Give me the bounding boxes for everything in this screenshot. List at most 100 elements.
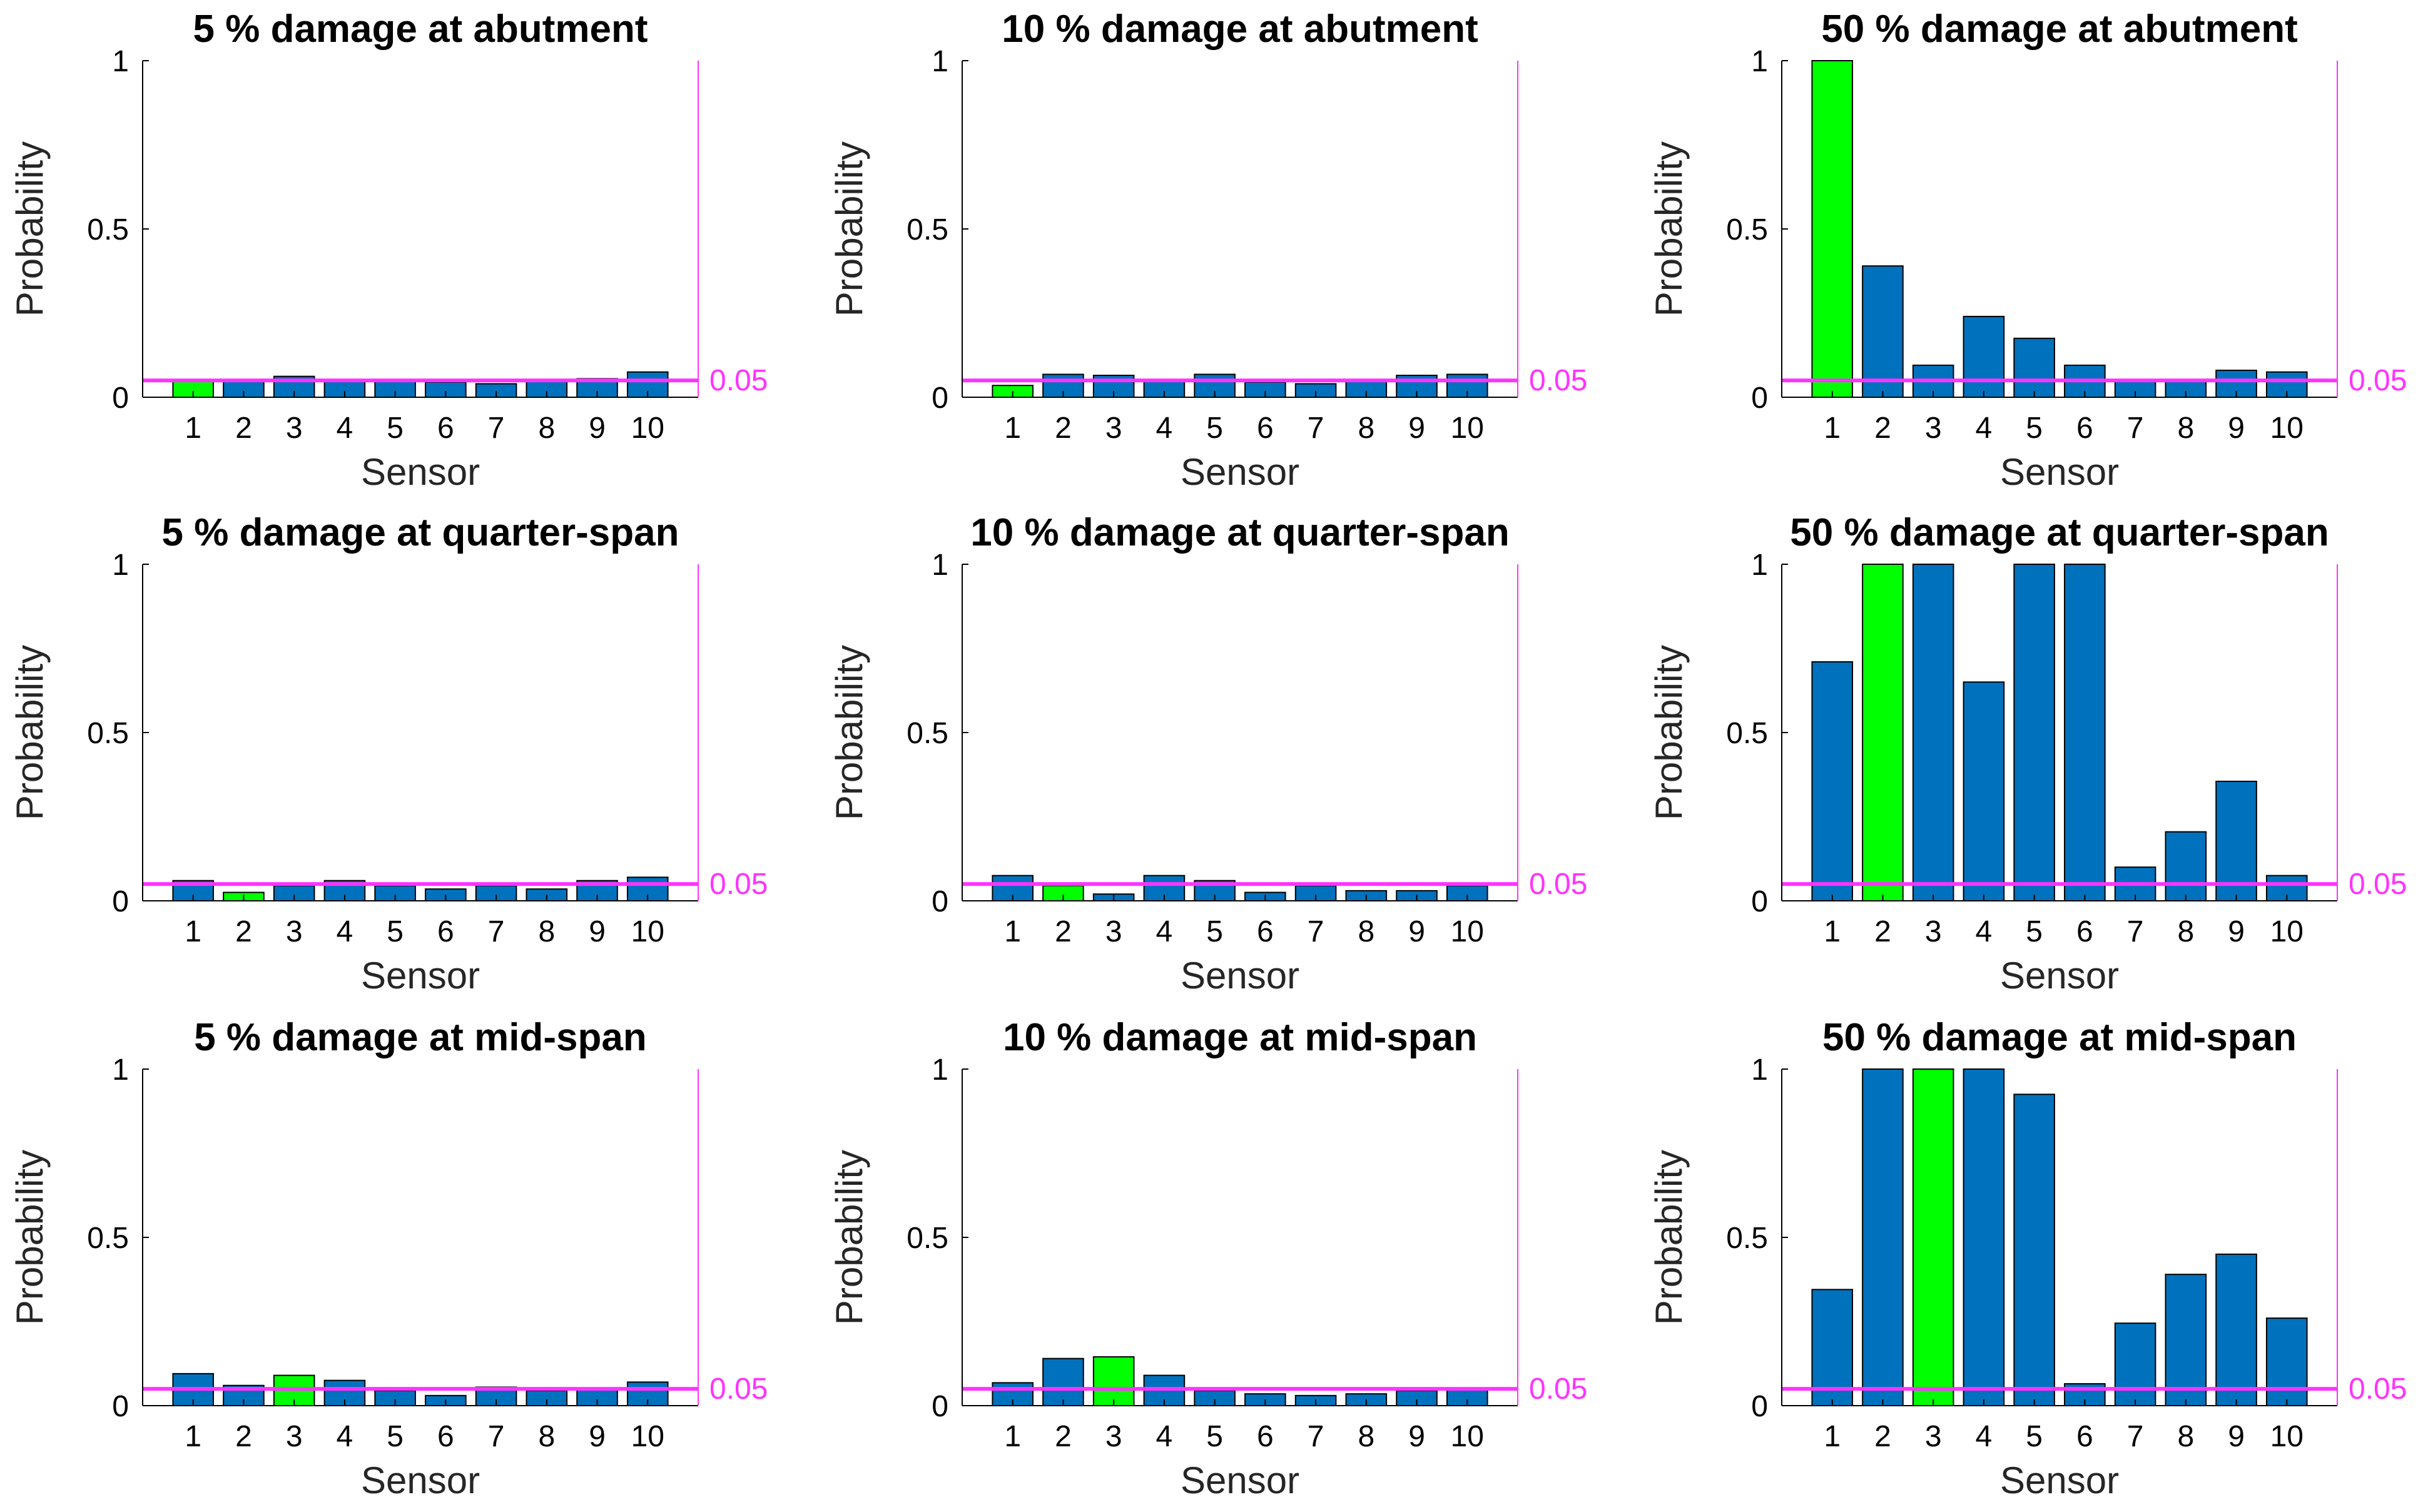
x-tick-label: 5 <box>2026 412 2043 445</box>
x-tick-label: 7 <box>488 412 505 445</box>
x-tick-label: 8 <box>2177 412 2194 445</box>
y-tick-label: 0 <box>932 885 948 918</box>
x-tick-label: 3 <box>286 915 303 948</box>
y-axis-label: Probability <box>9 645 51 820</box>
bar-sensor-5 <box>2014 1094 2055 1406</box>
x-tick-label: 5 <box>387 1420 404 1453</box>
x-tick-label: 1 <box>185 1420 201 1453</box>
x-tick-label: 10 <box>631 915 664 948</box>
y-tick-label: 0.5 <box>907 717 948 750</box>
y-tick-label: 0.5 <box>907 213 948 246</box>
x-tick-label: 3 <box>1925 915 1942 948</box>
x-tick-label: 6 <box>1257 1420 1274 1453</box>
x-tick-label: 8 <box>2177 1420 2194 1453</box>
x-tick-label: 4 <box>1976 412 1993 445</box>
x-tick-label: 8 <box>1358 915 1374 948</box>
x-tick-label: 4 <box>1156 1420 1173 1453</box>
x-tick-label: 4 <box>1976 1420 1993 1453</box>
chart-title: 5 % damage at quarter-span <box>162 511 679 554</box>
x-tick-label: 1 <box>185 915 201 948</box>
x-tick-label: 5 <box>2026 1420 2043 1453</box>
x-axis-label: Sensor <box>2000 451 2119 493</box>
x-tick-label: 5 <box>387 915 404 948</box>
x-tick-label: 6 <box>1257 412 1274 445</box>
bar-sensor-6 <box>2065 564 2105 901</box>
x-tick-label: 3 <box>286 1420 303 1453</box>
y-tick-label: 0.5 <box>87 717 129 750</box>
x-tick-label: 9 <box>1408 412 1425 445</box>
y-tick-label: 0.5 <box>1726 1222 1768 1255</box>
bar-sensor-2 <box>1862 1069 1903 1406</box>
x-tick-label: 10 <box>1451 915 1484 948</box>
bar-sensor-4 <box>1964 682 2004 901</box>
x-tick-label: 6 <box>2076 1420 2093 1453</box>
chart-panel-7: 0.0500.511 2 3 4 5 6 7 8 9 105 % damage at mid-sp… <box>9 1016 768 1501</box>
bar-sensor-4 <box>1964 317 2004 397</box>
x-tick-label: 1 <box>1824 1420 1841 1453</box>
x-tick-label: 6 <box>437 915 454 948</box>
chart-title: 10 % damage at mid-span <box>1003 1016 1477 1059</box>
chart-title: 10 % damage at quarter-span <box>970 511 1509 554</box>
y-tick-label: 0.5 <box>87 1222 129 1255</box>
y-axis-label: Probability <box>1648 141 1690 317</box>
y-tick-label: 0.5 <box>1726 213 1768 246</box>
y-tick-label: 0 <box>112 382 129 415</box>
bar-sensor-3 <box>1913 1069 1954 1406</box>
x-tick-label: 3 <box>1105 915 1122 948</box>
x-tick-label: 3 <box>286 412 303 445</box>
x-tick-label: 10 <box>2270 915 2304 948</box>
x-tick-label: 3 <box>1105 412 1122 445</box>
x-tick-label: 7 <box>488 915 505 948</box>
x-axis-label: Sensor <box>361 451 480 493</box>
x-tick-label: 7 <box>488 1420 505 1453</box>
threshold-label: 0.05 <box>709 364 768 397</box>
bar-sensor-5 <box>2014 338 2055 397</box>
chart-title: 50 % damage at abutment <box>1821 8 2297 51</box>
threshold-label: 0.05 <box>2349 364 2407 397</box>
y-tick-label: 1 <box>932 45 948 78</box>
x-tick-label: 2 <box>235 915 252 948</box>
x-tick-label: 8 <box>2177 915 2194 948</box>
x-tick-label: 1 <box>185 412 201 445</box>
x-tick-label: 9 <box>589 412 606 445</box>
x-tick-label: 3 <box>1105 1420 1122 1453</box>
y-tick-label: 0 <box>1751 1390 1768 1423</box>
x-tick-label: 1 <box>1824 915 1841 948</box>
y-tick-label: 0.5 <box>1726 717 1768 750</box>
x-tick-label: 10 <box>631 412 664 445</box>
x-tick-label: 3 <box>1925 1420 1942 1453</box>
y-tick-label: 0.5 <box>87 213 129 246</box>
bar-sensor-4 <box>1964 1069 2004 1406</box>
x-tick-label: 10 <box>2270 412 2304 445</box>
x-tick-label: 2 <box>1055 1420 1072 1453</box>
bar-sensor-8 <box>2166 1274 2207 1406</box>
bar-sensor-2 <box>1043 1359 1084 1406</box>
threshold-label: 0.05 <box>709 1372 768 1406</box>
x-tick-label: 10 <box>1451 1420 1484 1453</box>
x-tick-label: 9 <box>2228 412 2245 445</box>
y-axis-label: Probability <box>828 141 870 317</box>
x-tick-label: 4 <box>1156 412 1173 445</box>
y-axis-label: Probability <box>828 1150 870 1325</box>
x-tick-label: 8 <box>1358 412 1374 445</box>
y-axis-label: Probability <box>1648 1150 1690 1325</box>
x-tick-label: 10 <box>631 1420 664 1453</box>
x-tick-label: 7 <box>1308 915 1324 948</box>
x-tick-label: 5 <box>1206 412 1223 445</box>
bar-sensor-3 <box>1094 1357 1134 1406</box>
x-axis-label: Sensor <box>2000 1459 2119 1501</box>
x-tick-label: 9 <box>2228 915 2245 948</box>
x-tick-label: 6 <box>2076 915 2093 948</box>
x-axis-label: Sensor <box>1181 1459 1299 1501</box>
bar-sensor-7 <box>2115 1323 2156 1406</box>
y-axis-label: Probability <box>9 1150 51 1325</box>
threshold-label: 0.05 <box>2349 868 2407 901</box>
x-tick-label: 7 <box>1308 412 1324 445</box>
bar-sensor-10 <box>2267 1318 2307 1406</box>
x-tick-label: 4 <box>1976 915 1993 948</box>
x-tick-label: 5 <box>1206 915 1223 948</box>
chart-title: 5 % damage at mid-span <box>194 1016 647 1059</box>
